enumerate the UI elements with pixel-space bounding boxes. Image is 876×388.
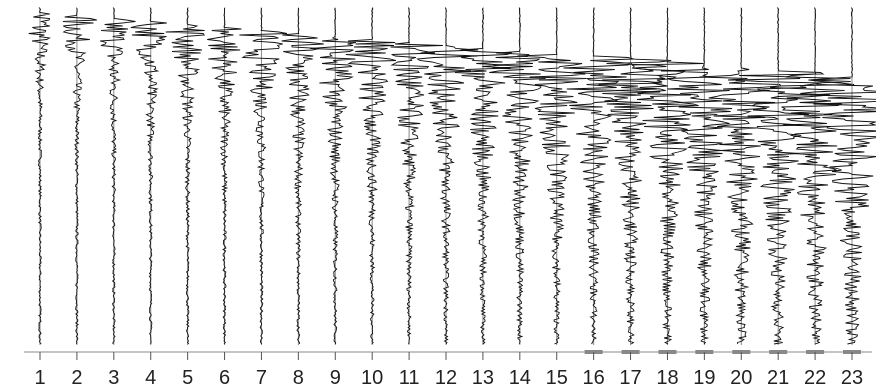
trace-16 xyxy=(563,7,635,345)
trace-9 xyxy=(310,7,356,345)
trace-10 xyxy=(345,7,397,345)
trace-4 xyxy=(130,7,167,345)
x-tick-label-16: 16 xyxy=(583,367,605,388)
tick-group xyxy=(39,352,853,360)
x-tick-label-10: 10 xyxy=(361,367,383,388)
x-tick-label-2: 2 xyxy=(71,367,82,388)
x-tick-label-4: 4 xyxy=(145,367,156,388)
x-tick-label-14: 14 xyxy=(509,367,531,388)
trace-7 xyxy=(239,7,288,345)
x-tick-label-5: 5 xyxy=(182,367,193,388)
x-tick-label-8: 8 xyxy=(293,367,304,388)
x-tick-label-7: 7 xyxy=(256,367,267,388)
trace-17 xyxy=(598,7,672,345)
traces-group xyxy=(28,7,876,345)
x-tick-label-21: 21 xyxy=(767,367,789,388)
trace-21 xyxy=(735,7,825,345)
x-tick-label-13: 13 xyxy=(472,367,494,388)
x-tick-label-19: 19 xyxy=(693,367,715,388)
trace-19 xyxy=(661,7,733,345)
x-tick-label-9: 9 xyxy=(330,367,341,388)
trace-13 xyxy=(454,7,512,345)
trace-22 xyxy=(770,7,855,345)
trace-6 xyxy=(207,7,242,345)
trace-12 xyxy=(416,7,479,345)
trace-1 xyxy=(28,7,51,345)
x-tick-label-11: 11 xyxy=(399,367,420,388)
x-tick-label-3: 3 xyxy=(108,367,119,388)
trace-3 xyxy=(99,7,136,345)
x-tick-label-6: 6 xyxy=(219,367,230,388)
trace-5 xyxy=(165,7,206,345)
tick-labels-group: 1 2 3 4 5 6 7 8 9 10 11 12 13 14 15 16 17 18 19 20 21 22 23 xyxy=(34,367,863,388)
x-tick-label-12: 12 xyxy=(435,367,457,388)
trace-23 xyxy=(809,7,876,345)
trace-18 xyxy=(631,7,704,345)
trace-20 xyxy=(699,7,782,345)
x-tick-label-15: 15 xyxy=(546,367,568,388)
trace-11 xyxy=(390,7,443,345)
trace-8 xyxy=(281,7,324,345)
x-tick-label-23: 23 xyxy=(841,367,863,388)
x-tick-label-17: 17 xyxy=(619,367,641,388)
trace-2 xyxy=(62,7,97,345)
trace-15 xyxy=(517,7,587,345)
x-tick-label-20: 20 xyxy=(730,367,752,388)
trace-14 xyxy=(489,7,546,345)
x-tick-label-22: 22 xyxy=(804,367,826,388)
x-tick-label-1: 1 xyxy=(34,367,45,388)
x-tick-label-18: 18 xyxy=(656,367,678,388)
